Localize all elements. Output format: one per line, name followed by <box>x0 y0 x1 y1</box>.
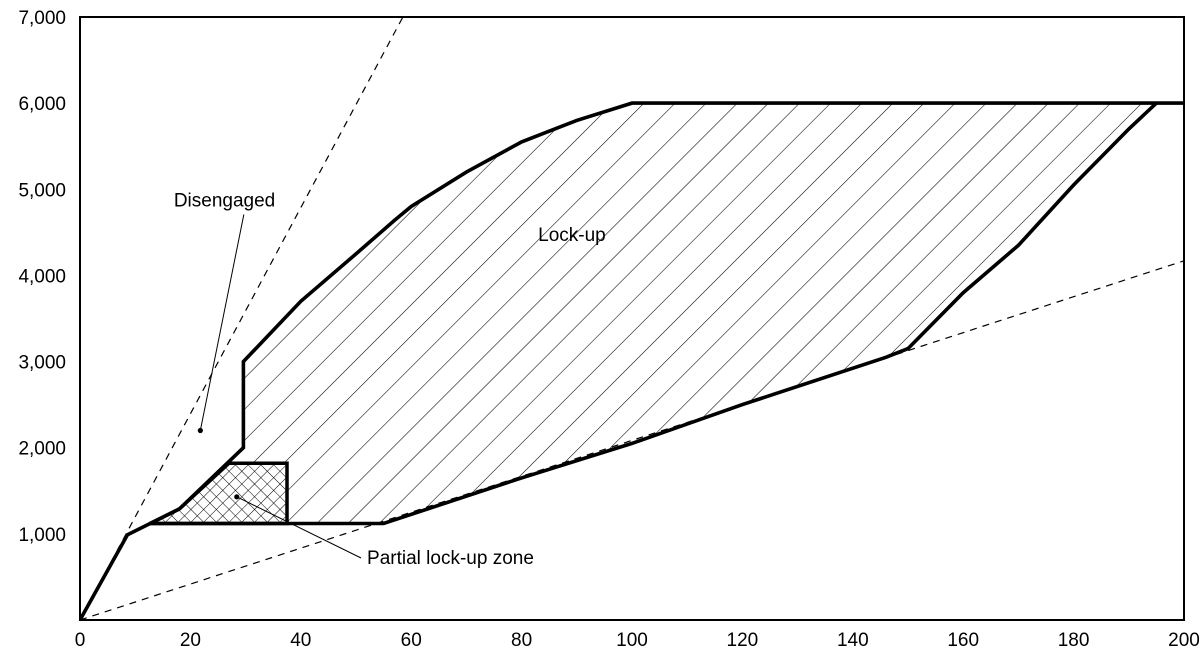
y-tick-label: 7,000 <box>18 8 66 29</box>
x-tick-label: 180 <box>1058 630 1090 651</box>
disengaged-annotation: Disengaged <box>174 191 275 212</box>
shallow-dashed-line <box>80 260 1184 620</box>
x-tick-label: 100 <box>616 630 648 651</box>
x-tick-label: 0 <box>75 630 86 651</box>
x-tick-label: 60 <box>401 630 422 651</box>
y-tick-label: 5,000 <box>18 180 66 201</box>
operating-envelope <box>80 101 1184 620</box>
disengaged-marker <box>197 427 203 434</box>
regions-layer <box>149 103 1157 526</box>
y-tick-label: 4,000 <box>18 266 66 287</box>
y-tick-label: 1,000 <box>18 525 66 546</box>
partial-lock-up-zone-marker <box>234 494 240 500</box>
x-tick-label: 160 <box>947 630 979 651</box>
lock-up-region <box>229 103 1157 524</box>
x-tick-label: 120 <box>727 630 759 651</box>
x-axis: 0 20 40 60 80 100 120 140 160 180 200 <box>75 630 1200 651</box>
annotations-layer: Disengaged Lock-up Partial lock-up zone <box>174 191 606 569</box>
plot-frame <box>79 16 1185 621</box>
partial-lock-up-zone-leader-line <box>236 496 362 559</box>
y-tick-label: 6,000 <box>18 94 66 115</box>
disengaged-leader-line <box>199 214 245 431</box>
y-tick-label: 2,000 <box>18 439 66 460</box>
lock-up-annotation: Lock-up <box>538 225 606 246</box>
y-axis: 1,000 2,000 3,000 4,000 5,000 6,000 7,000 <box>18 8 66 546</box>
x-tick-label: 80 <box>511 630 532 651</box>
x-tick-label: 20 <box>180 630 201 651</box>
x-tick-label: 140 <box>837 630 869 651</box>
x-tick-label: 200 <box>1168 630 1200 651</box>
lines-layer <box>80 17 1184 620</box>
x-tick-label: 40 <box>290 630 311 651</box>
steep-dashed-line <box>80 17 404 620</box>
lower-boundary <box>150 101 1158 526</box>
partial-lock-up-zone-annotation: Partial lock-up zone <box>367 548 534 569</box>
y-tick-label: 3,000 <box>18 353 66 374</box>
